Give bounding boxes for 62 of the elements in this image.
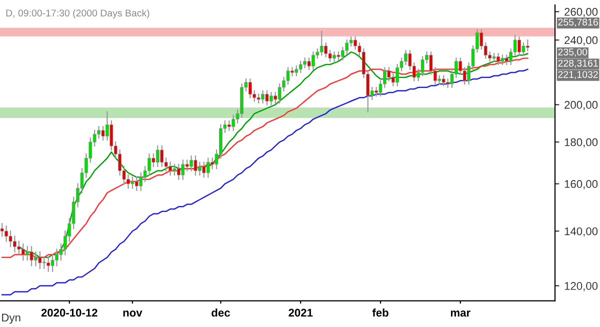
candlestick bbox=[21, 243, 25, 261]
y-tick-label: 180,00 bbox=[564, 138, 598, 148]
candlestick bbox=[320, 30, 324, 56]
chart-title: D, 09:00-17:30 (2000 Days Back) bbox=[6, 9, 150, 18]
text: 221,1032 bbox=[558, 71, 598, 80]
candlestick bbox=[118, 149, 122, 176]
candlestick bbox=[324, 42, 328, 58]
y-tick-label: 240,00 bbox=[564, 36, 598, 46]
candlestick bbox=[172, 164, 176, 176]
candlestick bbox=[152, 153, 156, 168]
candlestick bbox=[248, 78, 252, 98]
x-tick-label: 2021 bbox=[288, 308, 313, 317]
candlestick bbox=[0, 223, 4, 237]
text: 228,3161 bbox=[558, 60, 598, 68]
candlestick bbox=[185, 160, 189, 172]
candlestick bbox=[101, 126, 105, 141]
candlestick bbox=[139, 172, 143, 192]
candlestick bbox=[134, 176, 138, 192]
candlestick bbox=[328, 50, 332, 62]
candlestick bbox=[46, 256, 50, 272]
candlestick bbox=[202, 162, 206, 178]
candlestick bbox=[160, 145, 164, 168]
y-tick-label: 260,00 bbox=[564, 8, 598, 18]
candlestick bbox=[396, 64, 400, 86]
x-tick-label: 2020-10-12 bbox=[41, 308, 98, 317]
candlestick bbox=[156, 145, 160, 168]
candlestick bbox=[303, 58, 307, 68]
y-tick-label: 120,00 bbox=[564, 282, 598, 292]
candlestick bbox=[38, 251, 42, 270]
text: 235,00 bbox=[558, 48, 588, 57]
x-tick-label: dec bbox=[212, 308, 230, 317]
candlestick bbox=[181, 160, 185, 180]
candlestick bbox=[442, 75, 446, 86]
candlestick bbox=[130, 176, 134, 189]
candlestick bbox=[307, 58, 311, 70]
y-tick-label: 200,00 bbox=[564, 100, 598, 110]
candlestick bbox=[26, 246, 30, 261]
candlestick bbox=[194, 156, 198, 176]
candlestick bbox=[345, 39, 349, 54]
candlestick bbox=[42, 256, 46, 270]
y-tick-label: 140,00 bbox=[564, 227, 598, 237]
candlestick bbox=[387, 67, 391, 82]
x-tick-label: feb bbox=[372, 308, 388, 317]
text: Dyn bbox=[2, 314, 20, 324]
candlestick bbox=[227, 120, 231, 131]
candlestick bbox=[278, 83, 282, 104]
candlestick bbox=[504, 54, 508, 66]
candlestick bbox=[526, 39, 530, 52]
text: 255,7816 bbox=[558, 18, 598, 27]
candlestick bbox=[294, 66, 298, 76]
x-tick-label: nov bbox=[123, 310, 142, 317]
candlestick bbox=[206, 158, 210, 178]
candlestick bbox=[232, 114, 236, 131]
candlestick bbox=[30, 246, 34, 266]
candlestick bbox=[265, 90, 269, 106]
y-tick-label: 160,00 bbox=[564, 180, 598, 190]
candlestick bbox=[210, 158, 214, 170]
candlestick bbox=[340, 46, 344, 60]
candlestick bbox=[522, 42, 526, 56]
x-tick-label: mar bbox=[450, 310, 470, 317]
candlestick bbox=[500, 54, 504, 66]
candlestick bbox=[298, 60, 302, 74]
